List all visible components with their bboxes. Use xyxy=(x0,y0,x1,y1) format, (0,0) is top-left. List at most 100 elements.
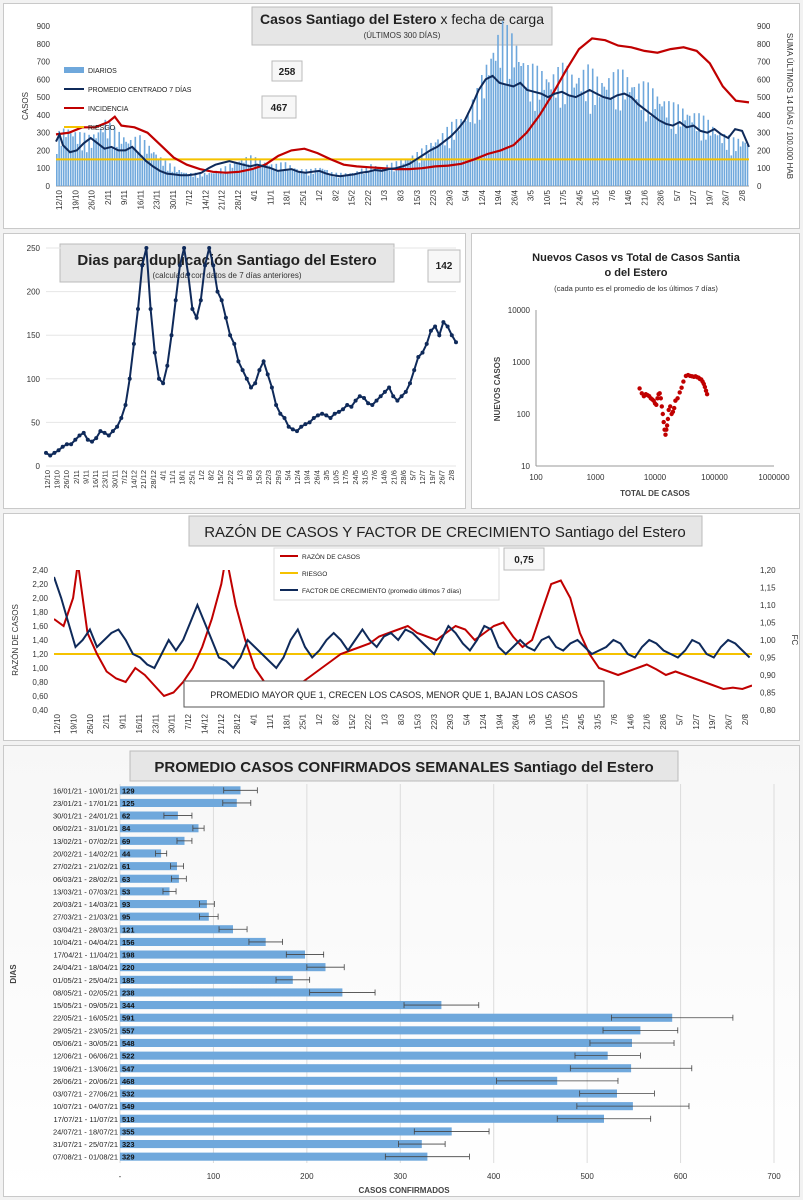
x-tick-label: 21/6 xyxy=(643,713,652,729)
bar xyxy=(120,1152,428,1161)
data-point xyxy=(48,453,53,458)
x-tick-label: 12/10 xyxy=(55,189,64,210)
daily-bar xyxy=(330,172,333,186)
legend-label: RIESGO xyxy=(302,571,327,578)
category-label: 24/04/21 - 18/04/21 xyxy=(53,963,118,972)
value-label: 44 xyxy=(122,849,131,858)
daily-bar xyxy=(427,153,430,186)
daily-bar xyxy=(143,140,146,186)
daily-bar xyxy=(471,99,474,186)
legend-box xyxy=(273,547,500,601)
data-point xyxy=(244,376,249,381)
y-axis-label: CASOS xyxy=(21,92,30,120)
daily-bar xyxy=(430,142,432,186)
daily-bar xyxy=(455,119,458,186)
value-label: 355 xyxy=(122,1127,135,1136)
bar xyxy=(120,937,266,946)
x-tick-label: 25/1 xyxy=(299,189,308,205)
daily-bar xyxy=(705,139,707,186)
daily-bar xyxy=(287,169,289,186)
data-point xyxy=(328,416,333,420)
x-tick-label: 14/12 xyxy=(200,713,209,734)
daily-bar xyxy=(171,171,174,186)
x-tick-label: 3/5 xyxy=(527,189,536,201)
daily-bar xyxy=(635,99,638,186)
x-tick-label: 24/5 xyxy=(351,470,360,485)
bar xyxy=(120,988,343,997)
data-point xyxy=(90,439,94,444)
data-point xyxy=(194,315,199,320)
scatter-point xyxy=(655,396,660,401)
y-tick-label: 100 xyxy=(27,375,41,384)
y-tick-label: 0 xyxy=(36,462,41,471)
category-label: 10/04/21 - 04/04/21 xyxy=(53,938,118,947)
bar xyxy=(120,1102,633,1111)
data-point xyxy=(253,381,258,386)
daily-bar xyxy=(99,128,102,186)
daily-bar xyxy=(615,109,617,186)
x-tick-label: 14/12 xyxy=(130,470,139,489)
x-tick-label: 28/6 xyxy=(399,470,408,485)
data-point xyxy=(353,398,358,403)
data-point xyxy=(341,407,345,412)
data-point xyxy=(274,403,279,407)
data-point xyxy=(433,324,438,329)
daily-bar xyxy=(386,164,388,186)
scatter-point xyxy=(677,390,682,395)
daily-bar xyxy=(162,165,164,186)
x-tick-label: 8/2 xyxy=(207,470,216,480)
legend-swatch xyxy=(64,67,84,73)
x-tick-label: 26/10 xyxy=(88,189,97,210)
daily-bar xyxy=(617,69,619,186)
x-axis-label: TOTAL DE CASOS xyxy=(620,489,690,498)
daily-bar xyxy=(497,34,499,187)
data-point xyxy=(144,246,149,250)
daily-bar xyxy=(381,167,384,186)
daily-bar xyxy=(439,143,442,186)
daily-bar xyxy=(261,165,264,186)
data-point xyxy=(282,416,287,420)
y-tick-label: 300 xyxy=(37,129,51,138)
x-tick-label: 22/2 xyxy=(364,189,373,205)
y-tick-label: 800 xyxy=(37,40,51,49)
data-point xyxy=(232,341,237,346)
daily-bar xyxy=(81,150,83,186)
x-tick-label: 19/4 xyxy=(495,713,504,729)
y-tick-label: 1000 xyxy=(512,358,530,367)
data-point xyxy=(295,429,299,434)
daily-bar xyxy=(132,147,134,186)
data-point xyxy=(290,427,295,432)
daily-bar xyxy=(340,172,342,186)
daily-bar xyxy=(700,140,703,186)
note-box xyxy=(183,680,605,708)
daily-bar xyxy=(213,173,215,186)
x-tick-label: 26/10 xyxy=(86,713,95,734)
daily-bar xyxy=(266,164,268,186)
x-tick-label: 15/3 xyxy=(413,189,422,205)
daily-bar xyxy=(123,137,125,186)
x-tick-label: 2/8 xyxy=(741,713,750,725)
x-tick-label: 8/2 xyxy=(331,713,340,725)
x-tick-label: 14/6 xyxy=(624,189,633,205)
daily-bar xyxy=(499,67,502,186)
data-point xyxy=(110,429,115,434)
scatter-point xyxy=(663,432,668,437)
daily-bar xyxy=(612,72,615,186)
daily-bar xyxy=(342,176,344,186)
bar xyxy=(120,786,241,795)
data-point xyxy=(362,396,366,400)
y-tick-label: 0,40 xyxy=(32,706,48,715)
daily-bar xyxy=(254,157,257,186)
x-tick-label: 15/2 xyxy=(348,189,357,205)
x-tick-label: 17/5 xyxy=(561,713,570,729)
daily-bar xyxy=(418,162,421,186)
data-point xyxy=(77,433,82,438)
x-tick-label: 16/11 xyxy=(135,713,144,733)
daily-bar xyxy=(183,172,185,186)
bar xyxy=(120,912,209,921)
daily-bar xyxy=(684,120,686,186)
y-tick-label: 0,80 xyxy=(32,678,48,687)
y-right-tick-label: 600 xyxy=(757,75,771,84)
daily-bar xyxy=(457,130,460,186)
data-point xyxy=(311,416,316,420)
